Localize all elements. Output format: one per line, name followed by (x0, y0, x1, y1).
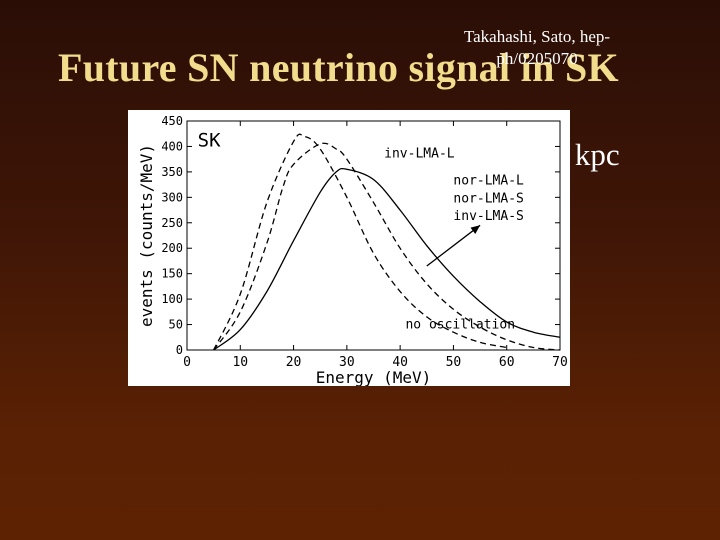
y-tick-label: 450 (161, 114, 183, 128)
chart-axes: 0 10 20 30 40 50 60 70 0 50 100 150 200 250 300 350 400 4… (161, 114, 568, 370)
x-tick-label: 60 (499, 355, 515, 370)
y-tick-label: 50 (169, 318, 183, 332)
annotation-arrow-head (470, 225, 481, 234)
curve-annotation: no oscillation (405, 318, 515, 333)
y-tick-label: 150 (161, 267, 183, 281)
plot-frame (186, 120, 561, 351)
curve-annotation: nor-LMA-S (453, 191, 523, 206)
annotation-arrow-line (426, 224, 481, 267)
x-tick-label: 10 (232, 355, 248, 370)
y-tick-label: 100 (161, 292, 183, 306)
y-tick-label: 250 (161, 216, 183, 230)
series-no-oscillation (213, 133, 507, 351)
y-tick-label: 200 (161, 241, 183, 255)
slide-title: Future SN neutrino signal in SK (58, 45, 619, 90)
chart-svg: 0 10 20 30 40 50 60 70 0 50 100 150 200 250 300 350 400 4… (137, 114, 568, 386)
x-tick-label: 50 (446, 355, 462, 370)
x-axis-title: Energy (MeV) (316, 368, 432, 386)
panel-label: SK (198, 129, 221, 151)
spectrum-chart: 0 10 20 30 40 50 60 70 0 50 100 150 200 250 300 350 400 4… (128, 110, 570, 386)
x-tick-label: 20 (286, 355, 302, 370)
curve-annotation: inv-LMA-L (384, 147, 455, 162)
series-nor-lma-group (213, 142, 561, 351)
y-axis-title: events (counts/MeV) (137, 144, 156, 327)
x-tick-label: 70 (552, 355, 568, 370)
curve-annotation: nor-LMA-L (453, 174, 524, 189)
x-tick-label: 30 (339, 355, 355, 370)
x-tick-label: 40 (392, 355, 408, 370)
y-tick-label: 350 (161, 165, 183, 179)
curve-annotation: inv-LMA-S (453, 209, 523, 224)
chart-series (213, 133, 561, 351)
series-inv-lma-l (213, 167, 561, 351)
chart-labels: Energy (MeV) events (counts/MeV) SK inv-LMA… (137, 129, 524, 386)
y-tick-label: 400 (161, 139, 183, 153)
x-tick-label: 0 (183, 355, 191, 370)
y-tick-label: 0 (176, 343, 183, 357)
citation-text: Takahashi, Sato, hep-ph/0205070 (463, 27, 611, 68)
y-tick-label: 300 (161, 190, 183, 204)
